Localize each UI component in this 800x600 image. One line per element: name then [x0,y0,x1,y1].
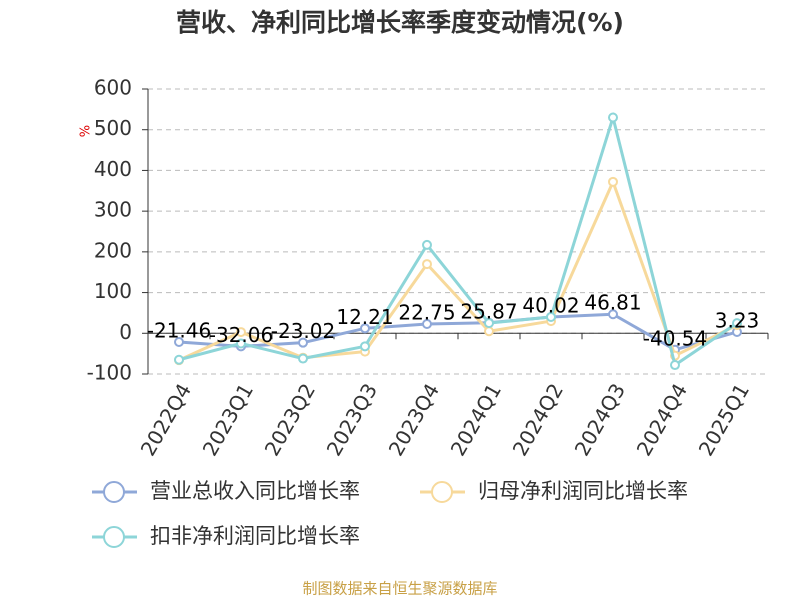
point [484,326,494,337]
y-unit: % [79,125,94,137]
y-tick-label: 100 [94,279,132,303]
point [608,112,618,123]
y-tick-label: 500 [94,116,132,140]
chart-title: 营收、净利同比增长率季度变动情况(%) [176,8,624,37]
legend-label: 营业总收入同比增长率 [150,479,360,503]
x-tick-label: 2022Q4 [136,379,196,460]
point [360,341,370,352]
y-tick-label: 200 [94,238,132,262]
x-tick-label: 2024Q3 [570,379,630,460]
point [298,353,308,364]
point [546,312,556,322]
legend-label: 扣非净利润同比增长率 [150,524,360,548]
data-label: -23.02 [271,319,335,343]
data-label: -21.46 [147,319,211,343]
x-tick-label: 2025Q1 [694,379,754,460]
y-tick-label: 300 [94,198,132,222]
legend-marker [431,481,453,503]
x-tick-label: 2023Q3 [322,379,382,460]
point [608,176,618,187]
data-label: 25.87 [460,299,517,323]
series-line [178,111,738,368]
x-tick-label: 2024Q2 [508,379,568,460]
y-tick-label: 400 [94,157,132,181]
point [670,360,680,371]
y-tick-label: -100 [87,361,132,385]
point [484,318,494,329]
point [298,337,308,348]
y-tick-label: 0 [119,320,132,344]
point [174,337,184,348]
point [608,309,618,320]
x-tick-label: 2024Q4 [632,379,692,460]
point [422,319,432,330]
y-tick-label: 600 [94,76,132,100]
data-label: -40.54 [643,326,707,350]
source: 制图数据来自恒生聚源数据库 [302,580,497,598]
data-label: 22.75 [398,301,455,325]
point [236,327,246,338]
x-tick-label: 2023Q4 [384,379,444,460]
series-line [178,177,738,362]
legend-label: 归母净利润同比增长率 [478,479,688,503]
point [422,259,432,270]
point [360,323,370,334]
point [174,354,184,365]
data-label: -32.06 [209,323,273,347]
data-label: 46.81 [584,291,641,315]
point [236,338,246,349]
data-label: 3.23 [715,308,760,332]
x-tick-label: 2024Q1 [446,379,506,460]
x-tick-label: 2023Q2 [260,379,320,460]
point [732,318,742,329]
x-tick-label: 2023Q1 [198,379,258,460]
legend-marker [103,526,125,548]
data-label: 12.21 [336,305,393,329]
data-label: 40.02 [522,293,579,317]
point [422,239,432,250]
legend-marker [103,481,125,503]
